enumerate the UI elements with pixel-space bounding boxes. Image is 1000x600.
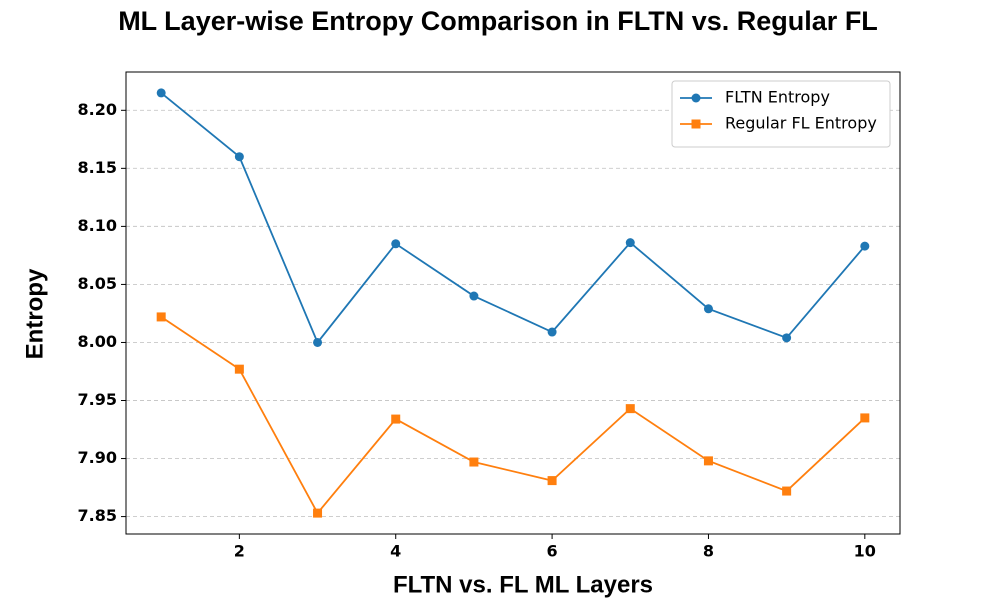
marker [625, 238, 635, 248]
marker [391, 414, 401, 424]
marker [625, 404, 635, 414]
marker [313, 508, 323, 518]
y-tick-label: 7.95 [78, 390, 117, 409]
x-tick-label: 4 [390, 542, 401, 561]
y-tick-label: 8.00 [78, 332, 117, 351]
marker [469, 457, 479, 467]
marker [234, 364, 244, 374]
legend-box [671, 80, 891, 148]
y-tick-label: 7.90 [78, 448, 117, 467]
y-tick-label: 7.85 [78, 506, 117, 525]
marker [860, 241, 870, 251]
y-tick-label: 8.15 [78, 158, 117, 177]
marker [703, 304, 713, 314]
chart-title: ML Layer-wise Entropy Comparison in FLTN… [118, 6, 878, 36]
series-line [160, 92, 866, 345]
legend-label: Regular FL Entropy [725, 114, 877, 133]
marker [860, 413, 870, 423]
series-line [160, 316, 866, 515]
marker [391, 239, 401, 249]
marker [691, 93, 701, 103]
x-tick-label: 8 [703, 542, 714, 561]
x-tick-label: 6 [547, 542, 558, 561]
x-tick-label: 10 [854, 542, 876, 561]
y-tick-label: 8.10 [78, 216, 117, 235]
y-tick-label: 8.20 [78, 100, 117, 119]
marker [313, 337, 323, 347]
marker [156, 88, 166, 98]
marker [782, 333, 792, 343]
marker [234, 152, 244, 162]
marker [156, 312, 166, 322]
x-tick-label: 2 [234, 542, 245, 561]
plot-frame [125, 71, 901, 535]
x-axis-label: FLTN vs. FL ML Layers [393, 571, 653, 598]
marker [703, 456, 713, 466]
y-axis-label: Entropy [21, 268, 48, 359]
marker [691, 119, 701, 129]
marker [782, 486, 792, 496]
marker [547, 476, 557, 486]
legend-label: FLTN Entropy [725, 88, 830, 107]
y-tick-label: 8.05 [78, 274, 117, 293]
marker [469, 291, 479, 301]
marker [547, 327, 557, 337]
